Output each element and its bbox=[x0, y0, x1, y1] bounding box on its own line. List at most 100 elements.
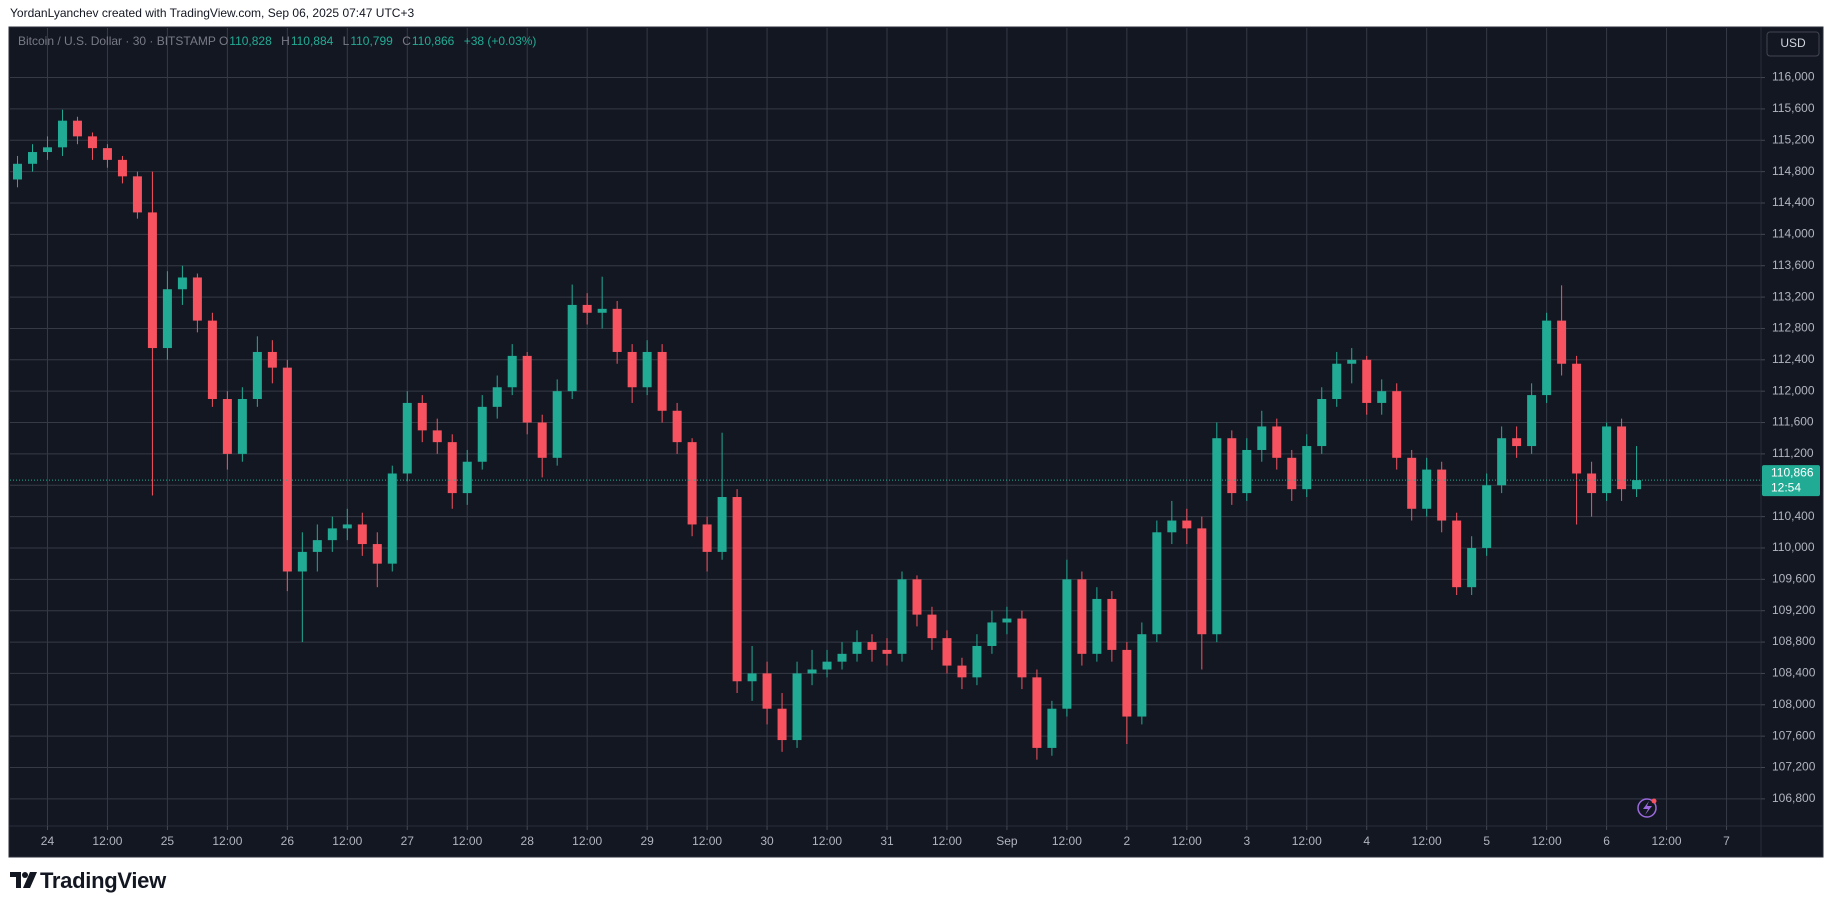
candle-body bbox=[1152, 532, 1162, 635]
x-tick-label: 26 bbox=[281, 834, 295, 848]
candle-body bbox=[1467, 547, 1477, 588]
x-tick-label: 12:00 bbox=[92, 834, 122, 848]
grid bbox=[10, 28, 1761, 826]
low-label: L bbox=[342, 34, 350, 48]
assistant-icon-bolt bbox=[1643, 801, 1652, 815]
candle-body bbox=[177, 277, 187, 290]
candle-body bbox=[552, 391, 562, 458]
candle-body bbox=[927, 614, 937, 639]
candle-body bbox=[147, 212, 157, 349]
close-label: C bbox=[402, 34, 411, 48]
candle-body bbox=[612, 308, 622, 352]
candle-body bbox=[387, 473, 397, 564]
chart-background bbox=[8, 26, 1824, 858]
candle-body bbox=[912, 579, 922, 615]
x-tick-label: 4 bbox=[1363, 834, 1370, 848]
candle-body bbox=[1002, 618, 1012, 623]
candle-body bbox=[882, 649, 892, 654]
candle-body bbox=[1287, 457, 1297, 490]
candle-body bbox=[1347, 359, 1357, 364]
countdown-label: 12:54 bbox=[1771, 480, 1801, 494]
x-tick-label: 3 bbox=[1243, 834, 1250, 848]
y-tick-label: 110,400 bbox=[1772, 509, 1815, 523]
symbol-legend: Bitcoin / U.S. Dollar · 30 · BITSTAMP O1… bbox=[18, 34, 542, 48]
y-tick-label: 113,200 bbox=[1772, 289, 1815, 303]
x-tick-label: 30 bbox=[760, 834, 774, 848]
candle-body bbox=[1167, 520, 1177, 533]
candle-body bbox=[957, 665, 967, 678]
x-tick-label: 29 bbox=[640, 834, 654, 848]
candle-body bbox=[507, 355, 517, 388]
candle-body bbox=[822, 661, 832, 670]
y-tick-label: 112,800 bbox=[1772, 321, 1815, 335]
y-tick-label: 108,400 bbox=[1772, 666, 1816, 680]
candle-body bbox=[1332, 363, 1342, 400]
candle-body bbox=[1392, 391, 1402, 458]
candle-body bbox=[462, 461, 472, 494]
y-tick-label: 112,400 bbox=[1772, 352, 1815, 366]
change-value: +38 (+0.03%) bbox=[463, 34, 537, 48]
open-value: 110,828 bbox=[229, 34, 272, 48]
x-tick-label: 12:00 bbox=[1052, 834, 1082, 848]
candle-body bbox=[312, 540, 322, 552]
candle-body bbox=[237, 399, 247, 454]
candle-body bbox=[282, 367, 292, 572]
candle-body bbox=[357, 524, 367, 545]
candle-body bbox=[402, 402, 412, 474]
candle-body bbox=[162, 289, 172, 349]
y-tick-label: 111,600 bbox=[1772, 415, 1814, 429]
candle-body bbox=[972, 645, 982, 678]
candle-body bbox=[1047, 708, 1057, 748]
candle-body bbox=[117, 159, 127, 177]
candle-body bbox=[87, 136, 97, 149]
candle-body bbox=[1302, 446, 1312, 490]
x-tick-label: 12:00 bbox=[332, 834, 362, 848]
candle-body bbox=[1527, 395, 1537, 447]
close-value: 110,866 bbox=[411, 34, 455, 48]
candle-body bbox=[807, 669, 817, 674]
candle-body bbox=[1137, 634, 1147, 717]
candle-body bbox=[1122, 649, 1132, 717]
symbol: Bitcoin / U.S. Dollar · 30 · BITSTAMP bbox=[18, 34, 216, 48]
x-tick-label: 12:00 bbox=[1532, 834, 1562, 848]
candle-body bbox=[27, 152, 37, 164]
x-tick-label: 28 bbox=[521, 834, 535, 848]
assistant-icon[interactable] bbox=[1637, 798, 1657, 818]
x-tick-label: 12:00 bbox=[1292, 834, 1322, 848]
candle-body bbox=[1407, 457, 1417, 509]
candle-body bbox=[672, 410, 682, 443]
y-tick-label: 115,200 bbox=[1772, 132, 1815, 146]
currency-button[interactable] bbox=[1766, 31, 1820, 57]
x-tick-label: 12:00 bbox=[1412, 834, 1442, 848]
last-price-box bbox=[1762, 465, 1820, 497]
candle-body bbox=[852, 642, 862, 654]
candle-body bbox=[222, 399, 232, 454]
candle-body bbox=[1317, 399, 1327, 447]
candle-body bbox=[897, 579, 907, 654]
candle-body bbox=[1437, 469, 1447, 521]
candle-body bbox=[477, 406, 487, 462]
candle-body bbox=[1062, 579, 1072, 709]
candle-body bbox=[1617, 426, 1627, 490]
candle-body bbox=[1497, 438, 1507, 486]
x-tick-label: 25 bbox=[161, 834, 175, 848]
y-tick-label: 108,800 bbox=[1772, 634, 1816, 648]
y-tick-label: 107,600 bbox=[1772, 728, 1816, 742]
candle-body bbox=[747, 673, 757, 682]
y-tick-label: 108,000 bbox=[1772, 697, 1816, 711]
candle-body bbox=[1017, 618, 1027, 678]
y-tick-label: 115,600 bbox=[1772, 101, 1815, 115]
candles bbox=[12, 109, 1642, 760]
candle-body bbox=[297, 551, 307, 572]
currency-label[interactable]: USD bbox=[1780, 36, 1806, 50]
y-tick-label: 107,200 bbox=[1772, 760, 1816, 774]
candle-body bbox=[207, 320, 217, 400]
candle-body bbox=[1557, 320, 1567, 364]
x-tick-label: 27 bbox=[401, 834, 415, 848]
candle-body bbox=[252, 351, 262, 400]
candle-body bbox=[717, 497, 727, 552]
candle-body bbox=[72, 120, 82, 137]
candle-body bbox=[942, 638, 952, 666]
candle-body bbox=[567, 304, 577, 392]
candle-body bbox=[432, 430, 442, 443]
